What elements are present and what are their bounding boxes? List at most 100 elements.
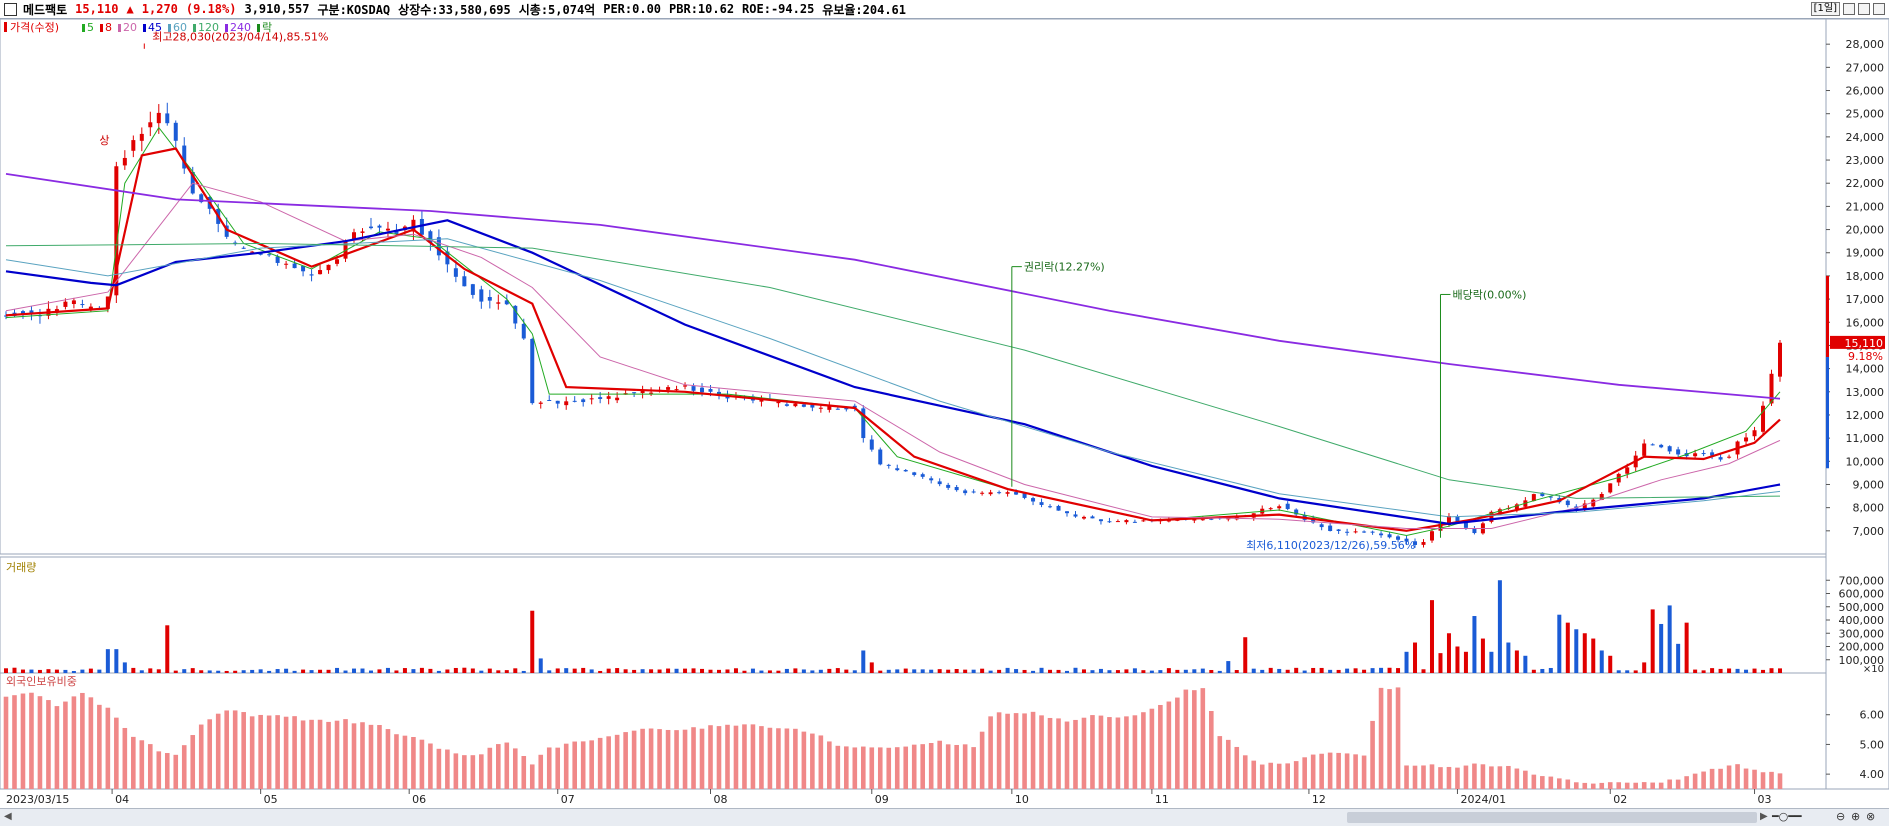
foreign-bar: [402, 735, 408, 789]
minimize-icon[interactable]: [1843, 3, 1855, 15]
candle-body: [827, 406, 832, 410]
candle-body: [335, 259, 340, 264]
foreign-bar: [1514, 768, 1520, 789]
foreign-bar: [258, 714, 263, 789]
zoom-reset-icon[interactable]: ⊗: [1866, 810, 1876, 823]
volume-bar: [1132, 668, 1137, 673]
candle-body: [1328, 525, 1333, 532]
zoom-in-icon[interactable]: ⊕: [1851, 810, 1861, 823]
scroll-left-icon[interactable]: ◀: [4, 811, 12, 822]
zoom-slider-icon[interactable]: ━○━━: [1772, 810, 1802, 823]
volume-unit-label: ×10: [1863, 664, 1884, 675]
volume-bar: [767, 670, 772, 673]
foreign-bar: [1030, 711, 1036, 789]
zoom-out-icon[interactable]: ⊖: [1836, 810, 1846, 823]
foreign-bar: [860, 746, 866, 789]
volume-bar: [1421, 669, 1426, 673]
volume-bar: [419, 667, 424, 673]
foreign-bar: [1506, 765, 1511, 789]
foreign-bar: [725, 724, 730, 789]
candle-body: [1353, 531, 1358, 533]
volume-bar: [623, 669, 628, 673]
volume-bar: [318, 669, 323, 673]
foreign-bar: [1777, 773, 1783, 789]
foreign-bar: [631, 730, 637, 789]
foreign-bar: [190, 735, 196, 789]
volume-bar: [1379, 667, 1384, 673]
candle-body: [1778, 342, 1782, 377]
foreign-bar: [1616, 782, 1622, 789]
foreign-bar: [1013, 713, 1019, 789]
candle-body: [368, 226, 373, 229]
price-tick-label: 28,000: [1846, 38, 1885, 51]
foreign-bar: [1446, 766, 1452, 789]
foreign-bar: [241, 712, 246, 789]
scroll-right-icon[interactable]: ▶: [1760, 811, 1768, 822]
foreign-bar: [988, 716, 993, 789]
volume-bar: [988, 670, 993, 673]
candle-body: [1379, 533, 1384, 536]
volume-bar: [538, 658, 543, 673]
candle-body: [1022, 493, 1027, 498]
foreign-bar: [275, 715, 280, 789]
maximize-icon[interactable]: [1858, 3, 1870, 15]
candle-body: [530, 338, 535, 404]
volume-bar: [683, 668, 688, 673]
foreign-bar: [920, 744, 926, 789]
period-button[interactable]: [1일]: [1810, 2, 1840, 16]
volume-bar: [674, 668, 679, 673]
low-annotation: 최저6,110(2023/12/26),59.56%: [1246, 539, 1415, 552]
foreign-bar: [224, 710, 229, 789]
volume-bar: [1294, 667, 1299, 673]
close-icon[interactable]: [1873, 3, 1885, 15]
volume-bar: [547, 670, 552, 673]
volume-bar: [1667, 605, 1672, 673]
volume-bar: [657, 669, 662, 673]
candle-body: [581, 399, 586, 403]
foreign-bar: [1489, 766, 1494, 789]
volume-tick-label: 400,000: [1839, 614, 1885, 627]
foreign-bar: [597, 737, 603, 789]
price-tick-label: 10,000: [1846, 455, 1885, 468]
foreign-bar: [1344, 753, 1350, 789]
foreign-bar: [411, 737, 416, 789]
foreign-bar: [733, 725, 739, 789]
horizontal-scrollbar[interactable]: ◀ ▶ ━○━━ ⊖ ⊕ ⊗: [0, 808, 1889, 826]
volume-bar: [818, 669, 823, 673]
volume-bar: [368, 670, 373, 673]
candle-body: [521, 323, 526, 339]
foreign-bar: [529, 764, 535, 789]
volume-bar: [1353, 668, 1358, 673]
foreign-bar: [1056, 718, 1061, 789]
candle-body: [453, 268, 458, 277]
candle-body: [1081, 516, 1086, 519]
foreign-bar: [606, 736, 611, 789]
volume-bar: [224, 670, 229, 673]
candle-body: [1599, 493, 1604, 501]
foreign-bar: [1378, 687, 1384, 789]
candle-body: [326, 264, 331, 271]
foreign-bar: [1633, 782, 1639, 789]
volume-bar: [835, 668, 840, 673]
candle-body: [954, 487, 959, 491]
candle-body: [555, 400, 560, 404]
foreign-bar: [1268, 762, 1274, 789]
foreign-bar: [479, 754, 484, 789]
foreign-bar: [1047, 717, 1053, 789]
foreign-bar: [1319, 753, 1324, 789]
stock-chart[interactable]: 7,000 8,000 9,000 10,000 11,000 12,000 13,000 1…: [0, 19, 1889, 808]
scrollbar-thumb[interactable]: [1347, 812, 1757, 823]
volume-bar: [1523, 655, 1528, 673]
foreign-bar: [1158, 704, 1163, 789]
foreign-bar: [1175, 697, 1180, 789]
candle-body: [122, 157, 127, 166]
select-checkbox[interactable]: [4, 2, 17, 16]
foreign-bar: [63, 701, 68, 789]
foreign-bar: [1743, 768, 1749, 789]
volume-bar: [131, 667, 136, 673]
legend-marker: [118, 24, 121, 32]
foreign-bar: [445, 749, 450, 789]
foreign-bar: [105, 707, 111, 789]
price-change-pct: (9.18%): [185, 2, 237, 16]
candle-body: [1710, 452, 1715, 456]
